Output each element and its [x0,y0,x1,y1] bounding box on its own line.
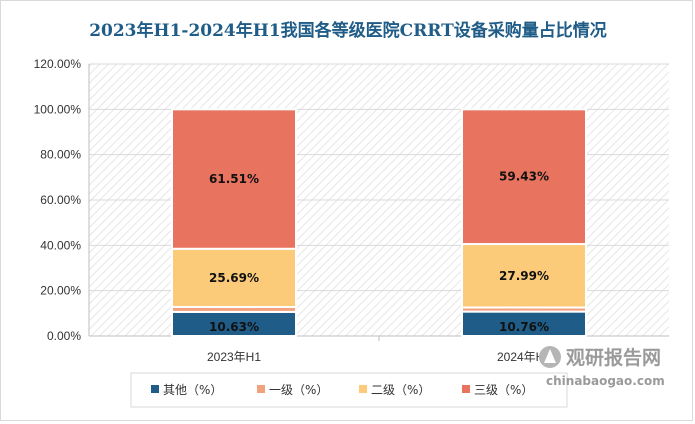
data-label: 27.99% [499,269,549,283]
x-axis: 2023年H1 2024年H1 [207,336,551,364]
legend: 其他（%） 一级（%） 二级（%） 三级（%） [130,372,568,408]
legend-swatch [257,385,265,393]
data-label: 10.76% [499,320,549,334]
data-label: 10.63% [209,320,259,334]
x-tick-label: 2024年H1 [497,350,551,364]
legend-label: 三级（%） [474,383,533,397]
legend-label: 其他（%） [163,383,222,397]
legend-label: 一级（%） [269,383,328,397]
watermark-logo-icon [539,346,561,368]
legend-box [130,372,568,408]
data-label: 59.43% [499,170,549,184]
legend-swatch [359,385,367,393]
data-label: 61.51% [209,172,259,186]
legend-swatch [151,385,159,393]
y-tick-label: 40.00% [40,238,81,252]
y-tick-label: 0.00% [47,329,81,343]
bar-segment [461,243,587,309]
chart-title: 2023年H1-2024年H1我国各等级医院CRRT设备采购量占比情况 [89,20,607,41]
y-axis: 0.00% 20.00% 40.00% 60.00% 80.00% 100.00% 120.… [34,57,90,343]
watermark-url: chinabaogao.com [546,374,665,388]
y-tick-label: 120.00% [34,57,82,71]
y-tick-label: 80.00% [40,148,81,162]
watermark-brand: 观研报告网 [566,346,661,369]
bar-segment [171,310,297,338]
watermark: 观研报告网 chinabaogao.com [539,346,665,388]
y-tick-label: 100.00% [34,102,82,116]
x-tick-label: 2023年H1 [207,350,261,364]
data-label: 25.69% [209,271,259,285]
bars: 10.63%2.17%25.69%61.51%10.76%1.82%27.99%… [171,108,587,338]
bar-segment [461,108,587,246]
bar-segment [461,310,587,337]
legend-label: 二级（%） [371,383,430,397]
y-tick-label: 60.00% [40,193,81,207]
y-tick-label: 20.00% [40,284,81,298]
bar-segment [171,108,297,250]
legend-swatch [462,385,470,393]
